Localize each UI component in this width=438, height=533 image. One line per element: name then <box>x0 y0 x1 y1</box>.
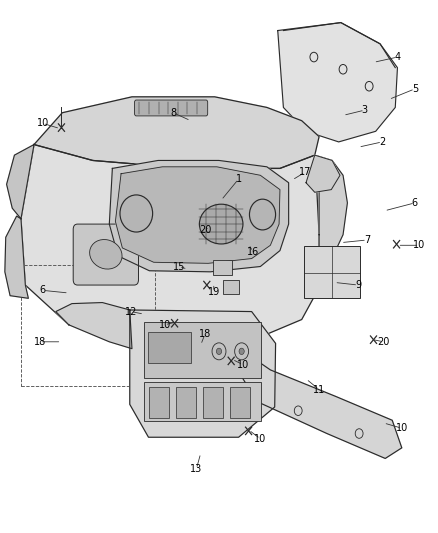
Text: 20: 20 <box>199 225 211 236</box>
Polygon shape <box>7 144 34 219</box>
Ellipse shape <box>120 195 152 232</box>
Text: 10: 10 <box>237 360 249 369</box>
Ellipse shape <box>250 199 276 230</box>
Ellipse shape <box>199 204 243 244</box>
Text: 2: 2 <box>379 137 385 147</box>
Polygon shape <box>116 167 280 263</box>
Text: 19: 19 <box>208 287 220 297</box>
Text: 9: 9 <box>355 280 361 290</box>
Polygon shape <box>237 354 402 458</box>
Text: 10: 10 <box>396 423 408 433</box>
FancyBboxPatch shape <box>134 100 208 116</box>
Text: 10: 10 <box>413 240 425 251</box>
Polygon shape <box>315 155 347 261</box>
Polygon shape <box>5 216 28 298</box>
Text: 10: 10 <box>159 320 171 330</box>
Polygon shape <box>21 144 319 342</box>
Text: 4: 4 <box>394 52 400 62</box>
Text: 16: 16 <box>247 247 259 257</box>
Bar <box>144 382 261 421</box>
Bar <box>304 246 360 298</box>
Polygon shape <box>130 310 276 437</box>
Text: 6: 6 <box>40 285 46 295</box>
Text: 5: 5 <box>412 84 418 94</box>
Text: 3: 3 <box>362 105 368 115</box>
Circle shape <box>239 348 244 354</box>
Bar <box>149 387 169 418</box>
Circle shape <box>216 348 222 354</box>
Bar <box>223 280 240 294</box>
Bar <box>213 260 232 275</box>
Text: 18: 18 <box>199 329 211 339</box>
Polygon shape <box>110 160 289 272</box>
Polygon shape <box>306 155 340 192</box>
Text: 15: 15 <box>173 262 185 271</box>
Bar <box>177 387 196 418</box>
Text: 13: 13 <box>190 464 202 474</box>
Ellipse shape <box>90 239 122 269</box>
Text: 6: 6 <box>412 198 418 208</box>
Text: 18: 18 <box>34 337 46 347</box>
Text: 17: 17 <box>299 167 311 177</box>
Text: 7: 7 <box>364 235 370 245</box>
Bar <box>21 265 155 386</box>
Polygon shape <box>34 97 319 168</box>
Text: 1: 1 <box>236 174 242 184</box>
Text: 10: 10 <box>254 434 266 444</box>
Polygon shape <box>56 303 132 349</box>
Text: 12: 12 <box>125 306 137 317</box>
Polygon shape <box>278 22 397 142</box>
Bar <box>148 332 191 363</box>
Text: 10: 10 <box>37 118 49 128</box>
Text: 8: 8 <box>170 108 177 118</box>
Text: 20: 20 <box>377 337 390 347</box>
Bar <box>203 387 223 418</box>
Text: 11: 11 <box>313 384 325 394</box>
Bar <box>230 387 250 418</box>
Bar <box>144 322 261 378</box>
FancyBboxPatch shape <box>73 224 138 285</box>
